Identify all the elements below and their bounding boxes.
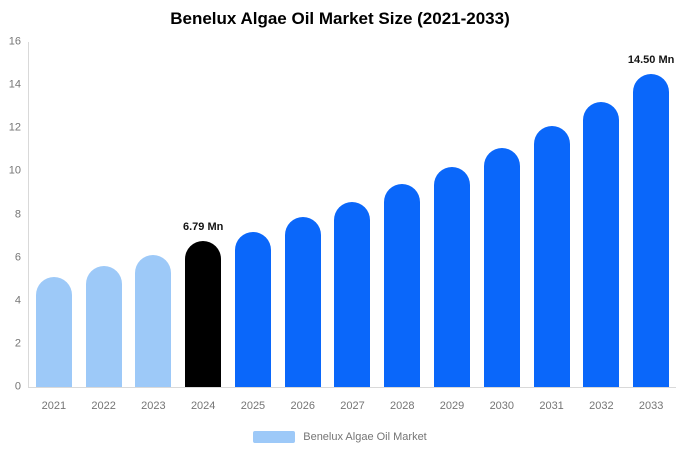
bar-slot-2021: 2021 xyxy=(29,42,79,412)
bar-2022 xyxy=(85,266,122,387)
bar-slot-2024: 2024 6.79 Mn xyxy=(178,42,228,412)
bar-slot-2029: 2029 xyxy=(427,42,477,412)
bar-slot-2025: 2025 xyxy=(228,42,278,412)
plot-area: 0 2 4 6 8 10 12 14 16 2021 2022 2023 2024 6.79 Mn 2025… xyxy=(9,36,676,412)
bar-slot-2032: 2032 xyxy=(576,42,626,412)
bar-slot-2031: 2031 xyxy=(527,42,577,412)
bar-2030 xyxy=(483,147,520,387)
x-tick-label: 2033 xyxy=(638,400,664,412)
x-tick-label: 2025 xyxy=(240,400,266,412)
bar-2029 xyxy=(434,167,471,387)
bar-2023 xyxy=(135,255,172,387)
bar-slot-2023: 2023 xyxy=(129,42,179,412)
x-tick-label: 2026 xyxy=(290,400,315,412)
x-tick-label: 2032 xyxy=(589,400,614,412)
y-tick-label: 10 xyxy=(8,164,21,177)
bar-2026 xyxy=(284,216,321,387)
y-tick-label: 16 xyxy=(8,35,21,48)
bar-2021 xyxy=(35,277,72,387)
bar-2024 xyxy=(185,240,222,387)
chart-title: Benelux Algae Oil Market Size (2021-2033… xyxy=(170,9,510,28)
y-tick-label: 4 xyxy=(14,294,21,307)
y-tick-label: 2 xyxy=(14,337,21,350)
bar-2032 xyxy=(583,102,620,387)
y-tick-label: 0 xyxy=(14,380,21,393)
x-tick-label: 2021 xyxy=(41,400,67,412)
data-label-2024: 6.79 Mn xyxy=(182,220,224,233)
legend: Benelux Algae Oil Market xyxy=(0,431,680,443)
data-label-2033: 14.50 Mn xyxy=(627,54,675,67)
x-tick-label: 2023 xyxy=(141,400,166,412)
bar-2027 xyxy=(334,201,371,387)
x-tick-label: 2028 xyxy=(390,400,415,412)
bar-2033 xyxy=(633,74,670,387)
bar-2028 xyxy=(384,184,421,387)
x-tick-label: 2027 xyxy=(340,400,365,412)
bar-2025 xyxy=(234,231,271,387)
y-tick-label: 12 xyxy=(8,121,21,134)
bar-slot-2022: 2022 xyxy=(79,42,129,412)
bar-slot-2028: 2028 xyxy=(377,42,427,412)
bar-slot-2027: 2027 xyxy=(328,42,378,412)
bar-slot-2030: 2030 xyxy=(477,42,527,412)
y-tick-label: 14 xyxy=(8,78,21,91)
x-tick-label: 2022 xyxy=(91,400,116,412)
x-tick-label: 2029 xyxy=(439,400,465,412)
y-tick-label: 6 xyxy=(14,251,21,264)
legend-label: Benelux Algae Oil Market xyxy=(303,431,427,443)
bar-slot-2033: 2033 14.50 Mn xyxy=(626,42,676,412)
legend-swatch xyxy=(253,431,296,443)
y-tick-label: 8 xyxy=(14,208,21,220)
x-tick-label: 2030 xyxy=(489,400,515,412)
x-tick-label: 2024 xyxy=(190,400,216,412)
bar-slot-2026: 2026 xyxy=(278,42,328,412)
bar-2031 xyxy=(533,126,570,387)
x-tick-label: 2031 xyxy=(539,400,564,412)
